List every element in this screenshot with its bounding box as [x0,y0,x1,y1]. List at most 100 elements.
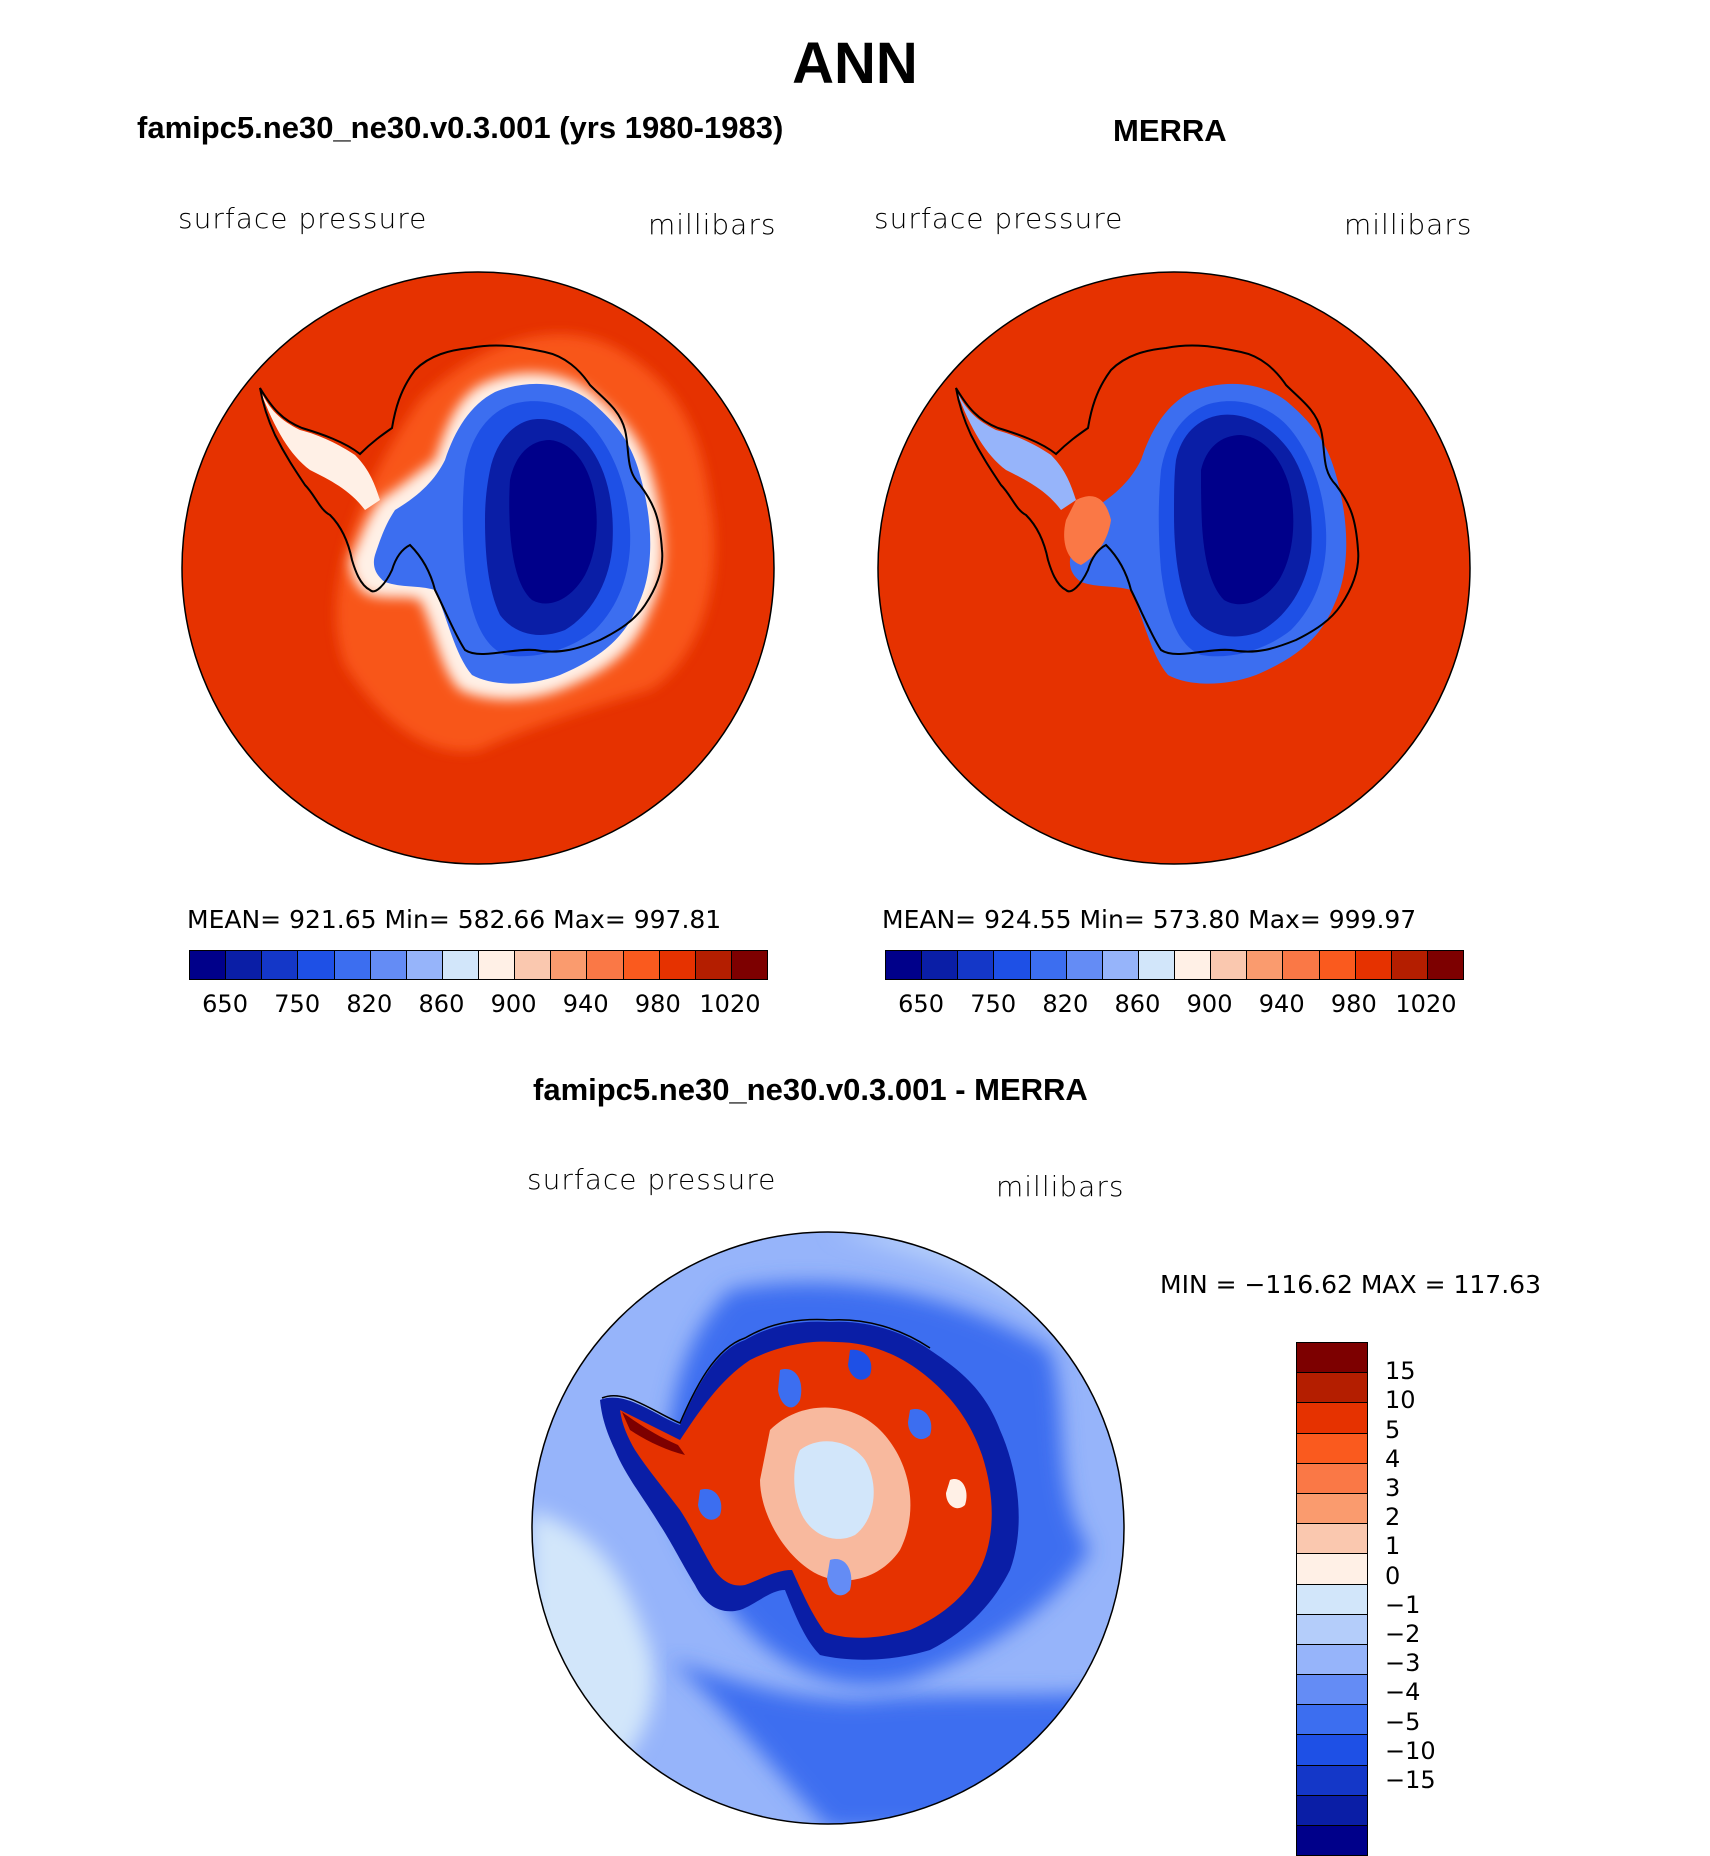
model-colorbar-swatch [333,951,370,979]
diff-stats: MIN = −116.62 MAX = 117.63 [1160,1270,1541,1299]
obs-colorbar-swatch [886,951,922,979]
obs-colorbar-swatch [993,951,1030,979]
diff-colorbar-swatch [1297,1523,1367,1554]
diff-colorbar-label: −10 [1385,1736,1436,1765]
obs-units-label: millibars [1344,208,1473,241]
obs-colorbar-swatch [1210,951,1247,979]
obs-colorbar-label: 900 [1186,990,1233,1018]
diff-colorbar-label: 5 [1385,1415,1401,1444]
diff-colorbar-swatch [1297,1794,1367,1825]
model-colorbar-swatch [694,951,731,979]
diff-colorbar-swatch [1297,1734,1367,1765]
diff-colorbar-swatch [1297,1704,1367,1735]
model-colorbar [189,950,768,980]
obs-colorbar-label: 1020 [1395,990,1457,1018]
obs-colorbar-label: 820 [1042,990,1089,1018]
obs-colorbar [885,950,1464,980]
model-map-fill [182,272,774,864]
obs-colorbar-swatch [1282,951,1319,979]
model-colorbar-label: 820 [346,990,393,1018]
diff-colorbar-label: −5 [1385,1707,1421,1736]
diff-colorbar-swatch [1297,1432,1367,1463]
obs-panel-title: MERRA [1113,113,1227,148]
diff-colorbar-swatch [1297,1583,1367,1614]
diff-colorbar-swatch [1297,1402,1367,1433]
diff-colorbar-swatch [1297,1674,1367,1705]
model-colorbar-swatch [190,951,226,979]
diff-colorbar-label: −1 [1385,1590,1421,1619]
model-variable-label: surface pressure [178,202,428,235]
obs-map-fill [878,272,1470,864]
model-colorbar-swatch [586,951,623,979]
model-colorbar-swatch [441,951,478,979]
model-colorbar-label: 650 [202,990,248,1018]
diff-colorbar-swatch [1297,1553,1367,1584]
obs-colorbar-swatch [921,951,958,979]
model-colorbar-swatch [261,951,298,979]
obs-map [877,271,1471,865]
obs-stats: MEAN= 924.55 Min= 573.80 Max= 999.97 [882,905,1417,934]
obs-colorbar-labels: 650 750 820 860 900 940 980 1020 [885,990,1462,1020]
model-colorbar-swatch [405,951,442,979]
obs-colorbar-label: 750 [970,990,1017,1018]
diff-colorbar-label: −2 [1385,1620,1421,1648]
obs-colorbar-swatch [1065,951,1102,979]
diff-colorbar-label: −3 [1385,1649,1421,1678]
obs-colorbar-swatch [1174,951,1211,979]
model-colorbar-swatch [514,951,551,979]
diff-map-border [531,1231,1125,1825]
obs-colorbar-swatch [1137,951,1174,979]
diff-units-label: millibars [996,1170,1125,1203]
diff-colorbar-swatch [1297,1492,1367,1524]
obs-colorbar-label: 650 [898,990,944,1018]
model-colorbar-swatch [622,951,659,979]
diff-colorbar-label: −4 [1385,1678,1421,1707]
diff-colorbar-label: 1 [1385,1532,1401,1561]
obs-colorbar-label: 940 [1258,990,1305,1018]
figure-title: ANN [792,31,918,96]
model-map-border [181,271,775,865]
obs-map-border [877,271,1471,865]
diff-colorbar-labels: 15 10 5 4 3 2 1 0 −1 −2 −3 −4 −5 −10 −15 [1385,1342,1505,1842]
model-colorbar-label: 1020 [699,990,761,1018]
diff-colorbar-label: 2 [1385,1503,1401,1532]
model-colorbar-swatch [478,951,515,979]
diff-colorbar-swatch [1297,1643,1367,1675]
obs-colorbar-swatch [1426,951,1463,979]
obs-colorbar-swatch [1390,951,1427,979]
diff-colorbar [1296,1342,1368,1856]
diff-colorbar-label: 3 [1385,1474,1401,1502]
model-colorbar-swatch [225,951,262,979]
model-colorbar-swatch [550,951,587,979]
model-colorbar-label: 900 [490,990,537,1018]
diff-colorbar-swatch [1297,1462,1367,1493]
model-colorbar-swatch [369,951,406,979]
obs-colorbar-label: 980 [1330,990,1377,1018]
model-colorbar-swatch [297,951,334,979]
obs-colorbar-swatch [1318,951,1355,979]
diff-colorbar-swatch [1297,1343,1367,1373]
obs-colorbar-swatch [1101,951,1138,979]
obs-colorbar-swatch [957,951,994,979]
obs-variable-label: surface pressure [874,202,1124,235]
model-colorbar-swatch [730,951,767,979]
diff-colorbar-label: 10 [1385,1386,1416,1415]
model-colorbar-label: 940 [562,990,609,1018]
model-colorbar-label: 860 [418,990,465,1018]
diff-colorbar-label: 0 [1385,1561,1401,1590]
model-colorbar-swatch [658,951,695,979]
diff-colorbar-swatch [1297,1372,1367,1403]
diff-colorbar-swatch [1297,1764,1367,1795]
obs-colorbar-swatch [1029,951,1066,979]
diff-colorbar-swatch [1297,1613,1367,1644]
model-map [181,271,775,865]
model-panel-title: famipc5.ne30_ne30.v0.3.001 (yrs 1980-198… [137,110,784,145]
diff-variable-label: surface pressure [527,1163,777,1196]
model-colorbar-labels: 650 750 820 860 900 940 980 1020 [189,990,766,1020]
diff-colorbar-swatch [1297,1825,1367,1856]
diff-panel-title: famipc5.ne30_ne30.v0.3.001 - MERRA [533,1072,1088,1107]
model-units-label: millibars [648,208,777,241]
obs-colorbar-swatch [1246,951,1283,979]
model-colorbar-label: 750 [274,990,321,1018]
model-colorbar-label: 980 [634,990,681,1018]
